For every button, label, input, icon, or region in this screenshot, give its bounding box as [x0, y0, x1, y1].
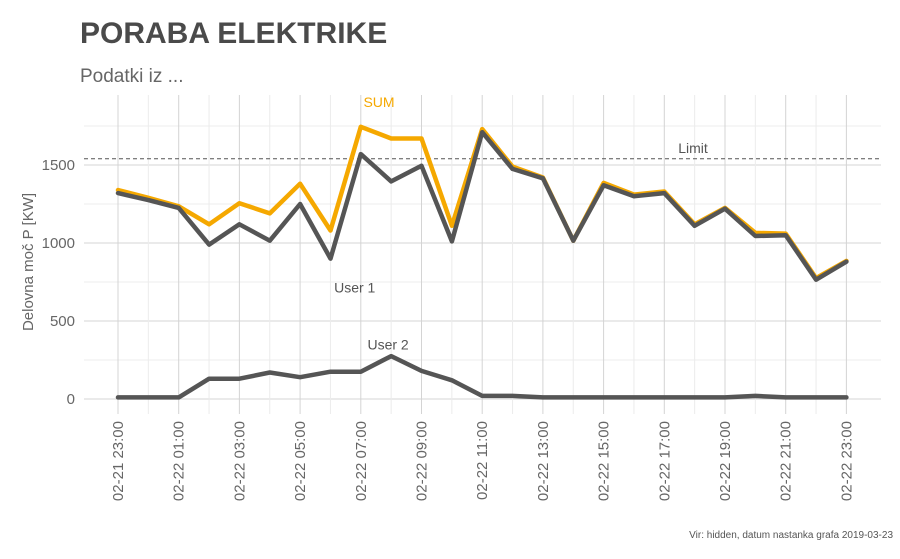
x-tick-label: 02-22 07:00: [353, 421, 370, 501]
x-tick-label: 02-22 19:00: [717, 421, 734, 501]
series-line-user-2: [115, 353, 849, 400]
grid: [84, 95, 881, 414]
series-line-user-1: [115, 129, 849, 282]
x-tick-label: 02-22 09:00: [414, 421, 431, 501]
limit-label: Limit: [678, 140, 708, 156]
x-tick-label: 02-22 11:00: [474, 421, 491, 500]
x-tick-label: 02-22 05:00: [292, 421, 309, 501]
chart-caption: Vir: hidden, datum nastanka grafa 2019-0…: [689, 530, 893, 541]
x-tick-label: 02-22 13:00: [535, 421, 552, 501]
x-tick-label: 02-22 03:00: [231, 421, 248, 501]
y-tick-label: 500: [50, 313, 75, 330]
x-tick-label: 02-22 21:00: [778, 421, 795, 501]
chart-subtitle: Podatki iz ...: [80, 66, 184, 87]
y-axis-label: Delovna moč P [KW]: [20, 193, 37, 331]
limit-line-group: Limit: [84, 140, 881, 160]
annotation-user-2: User 2: [367, 337, 408, 353]
series-lines: [115, 124, 849, 400]
series-annotations: SUM User 1 User 2: [334, 94, 409, 353]
x-tick-label: 02-21 23:00: [110, 421, 127, 501]
x-axis-ticks: 02-21 23:00 02-22 01:00 02-22 03:00 02-22 0…: [110, 421, 855, 501]
x-tick-label: 02-22 01:00: [171, 421, 188, 501]
y-tick-label: 1500: [42, 157, 75, 174]
chart-title: PORABA ELEKTRIKE: [80, 17, 387, 50]
annotation-user-1: User 1: [334, 280, 375, 296]
y-tick-label: 0: [67, 391, 75, 408]
x-tick-label: 02-22 15:00: [596, 421, 613, 501]
y-tick-label: 1000: [42, 235, 75, 252]
annotation-sum: SUM: [363, 94, 394, 110]
x-tick-label: 02-22 23:00: [838, 421, 855, 501]
y-axis-ticks: 0 500 1000 1500: [42, 157, 75, 408]
x-tick-label: 02-22 17:00: [656, 421, 673, 501]
